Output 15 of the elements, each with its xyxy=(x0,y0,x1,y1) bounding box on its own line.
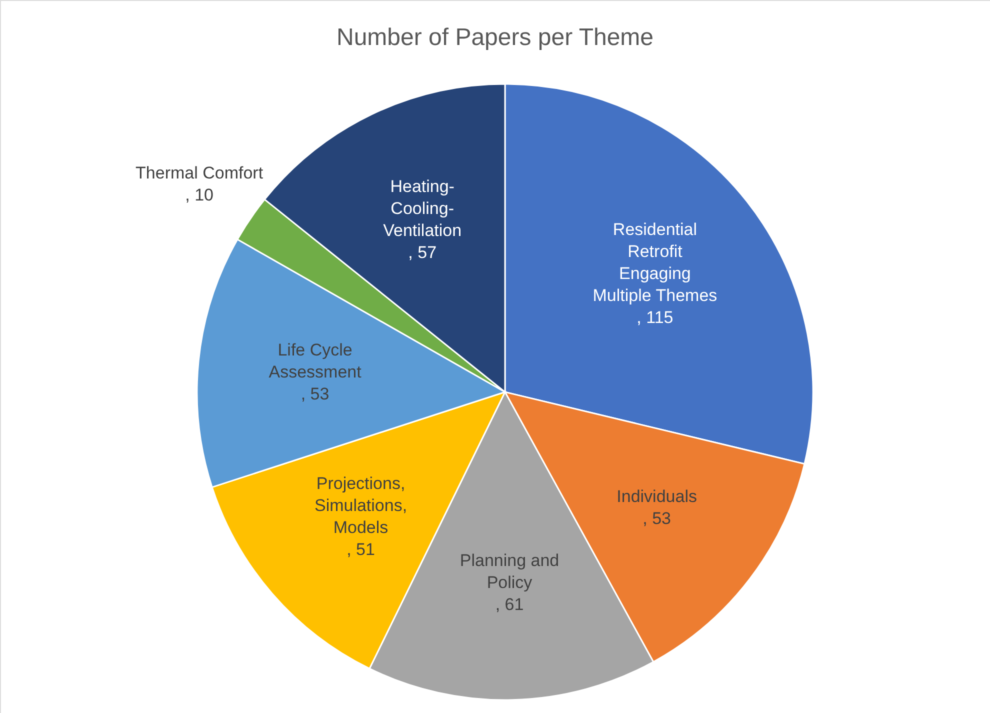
slice-label: Life Cycle Assessment xyxy=(268,340,362,382)
slice-label: Thermal Comfort xyxy=(136,163,264,182)
slice-label: Residential Retrofit Engaging Multiple Themes xyxy=(592,220,718,305)
slice-label: Heating-Cooling-Ventilation xyxy=(383,176,462,240)
data-label: , 51 xyxy=(346,540,375,560)
data-label: , 10 xyxy=(185,185,214,204)
data-label: , 115 xyxy=(636,308,674,327)
slice-label: Projections, Simulations, Models xyxy=(314,474,408,538)
slice-label: Planning and Policy xyxy=(460,550,560,592)
data-label: , 57 xyxy=(408,242,437,262)
data-label: , 53 xyxy=(300,384,330,404)
slice-label: Individuals xyxy=(616,486,697,506)
data-label: , 61 xyxy=(495,594,524,614)
chart-title: Number of Papers per Theme xyxy=(336,24,654,51)
data-label: , 53 xyxy=(642,508,671,528)
